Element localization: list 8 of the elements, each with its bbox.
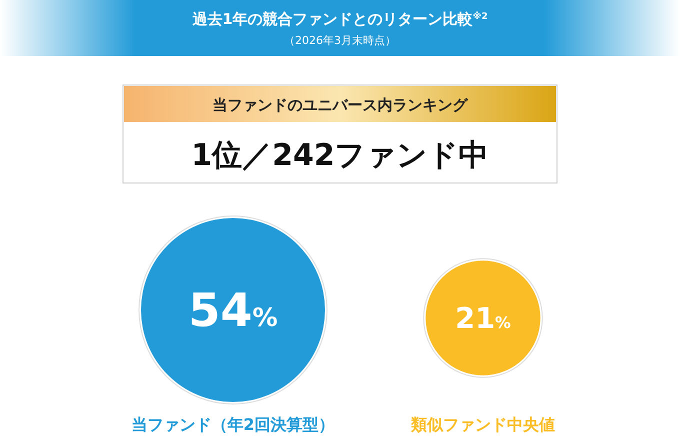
category-label: 当ファンド（年2回決算型） (131, 415, 335, 434)
text: 1位／242ファンド中 (191, 138, 489, 173)
text: 当ファンドのユニバース内ランキング (212, 96, 468, 114)
data-label: 21% (455, 301, 512, 336)
text: （2026年3月末時点） (284, 34, 396, 47)
data-label: 54% (188, 283, 278, 338)
category-label: 類似ファンド中央値 (410, 415, 555, 434)
text: 過去1年の競合ファンドとのリターン比較$^{※2}$ (191, 10, 488, 28)
